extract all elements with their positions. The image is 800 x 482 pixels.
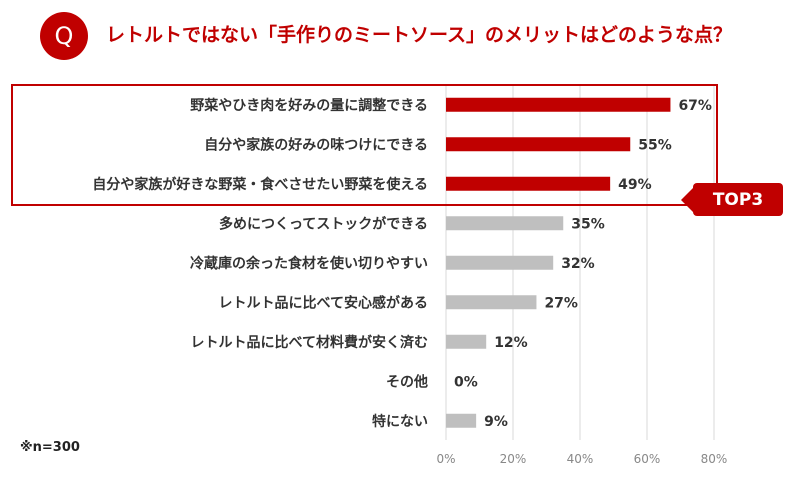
value-label: 55% <box>638 137 672 153</box>
category-label: 自分や家族の好みの味つけにできる <box>204 136 428 153</box>
value-label: 9% <box>484 414 508 430</box>
bar <box>446 97 671 112</box>
category-label: レトルト品に比べて材料費が安く済む <box>191 334 428 351</box>
bar <box>446 413 477 428</box>
bar <box>446 255 554 270</box>
x-tick-label: 20% <box>500 452 527 466</box>
top3-badge: TOP3 <box>681 183 783 216</box>
x-tick-label: 80% <box>701 452 728 466</box>
bar <box>446 334 487 349</box>
x-tick-label: 0% <box>436 452 455 466</box>
category-label: 多めにつくってストックができる <box>219 215 428 232</box>
category-label: 特にない <box>372 413 428 430</box>
category-label: レトルト品に比べて安心感がある <box>219 294 428 311</box>
value-label: 12% <box>494 335 528 351</box>
category-label: その他 <box>386 373 428 390</box>
value-label: 0% <box>454 374 478 390</box>
x-tick-label: 40% <box>567 452 594 466</box>
value-label: 32% <box>561 256 595 272</box>
value-label: 67% <box>678 98 712 114</box>
category-label: 自分や家族が好きな野菜・食べさせたい野菜を使える <box>92 176 428 193</box>
value-label: 49% <box>618 177 652 193</box>
bar <box>446 137 631 152</box>
x-axis-ticks: 0% 20% 40% 60% 80% <box>436 452 727 466</box>
bar <box>446 176 611 191</box>
value-label: 35% <box>571 216 605 232</box>
category-label: 野菜やひき肉を好みの量に調整できる <box>190 97 428 114</box>
question-title: レトルトではない「手作りのミートソース」のメリットはどのような点？ <box>106 24 733 46</box>
bars <box>446 97 671 428</box>
category-label: 冷蔵庫の余った食材を使い切りやすい <box>190 255 428 272</box>
category-labels: 野菜やひき肉を好みの量に調整できる自分や家族の好みの味つけにできる自分や家族が好… <box>92 97 428 430</box>
question-badge: Q <box>40 12 88 60</box>
value-labels: 67% 55% 49% 35% 32% 27% 12% 0% 9% <box>454 98 712 430</box>
bar <box>446 216 564 231</box>
sample-size-note: ※n=300 <box>20 440 80 455</box>
top3-highlight-box <box>11 84 718 206</box>
value-label: 27% <box>544 295 578 311</box>
x-tick-label: 60% <box>634 452 661 466</box>
bar <box>446 295 537 310</box>
